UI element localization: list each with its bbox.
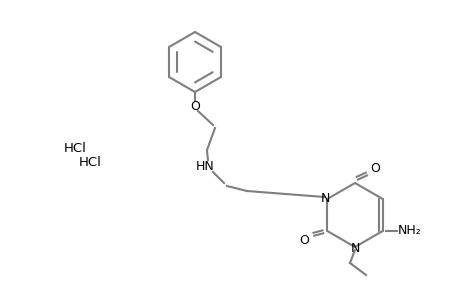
Text: O: O bbox=[190, 100, 200, 112]
Text: O: O bbox=[369, 163, 379, 176]
Text: HCl: HCl bbox=[63, 142, 86, 154]
Text: O: O bbox=[299, 235, 308, 248]
Text: HCl: HCl bbox=[78, 155, 101, 169]
Text: N: N bbox=[320, 193, 329, 206]
Text: NH₂: NH₂ bbox=[397, 224, 420, 238]
Text: HN: HN bbox=[195, 160, 214, 172]
Text: N: N bbox=[350, 242, 359, 256]
